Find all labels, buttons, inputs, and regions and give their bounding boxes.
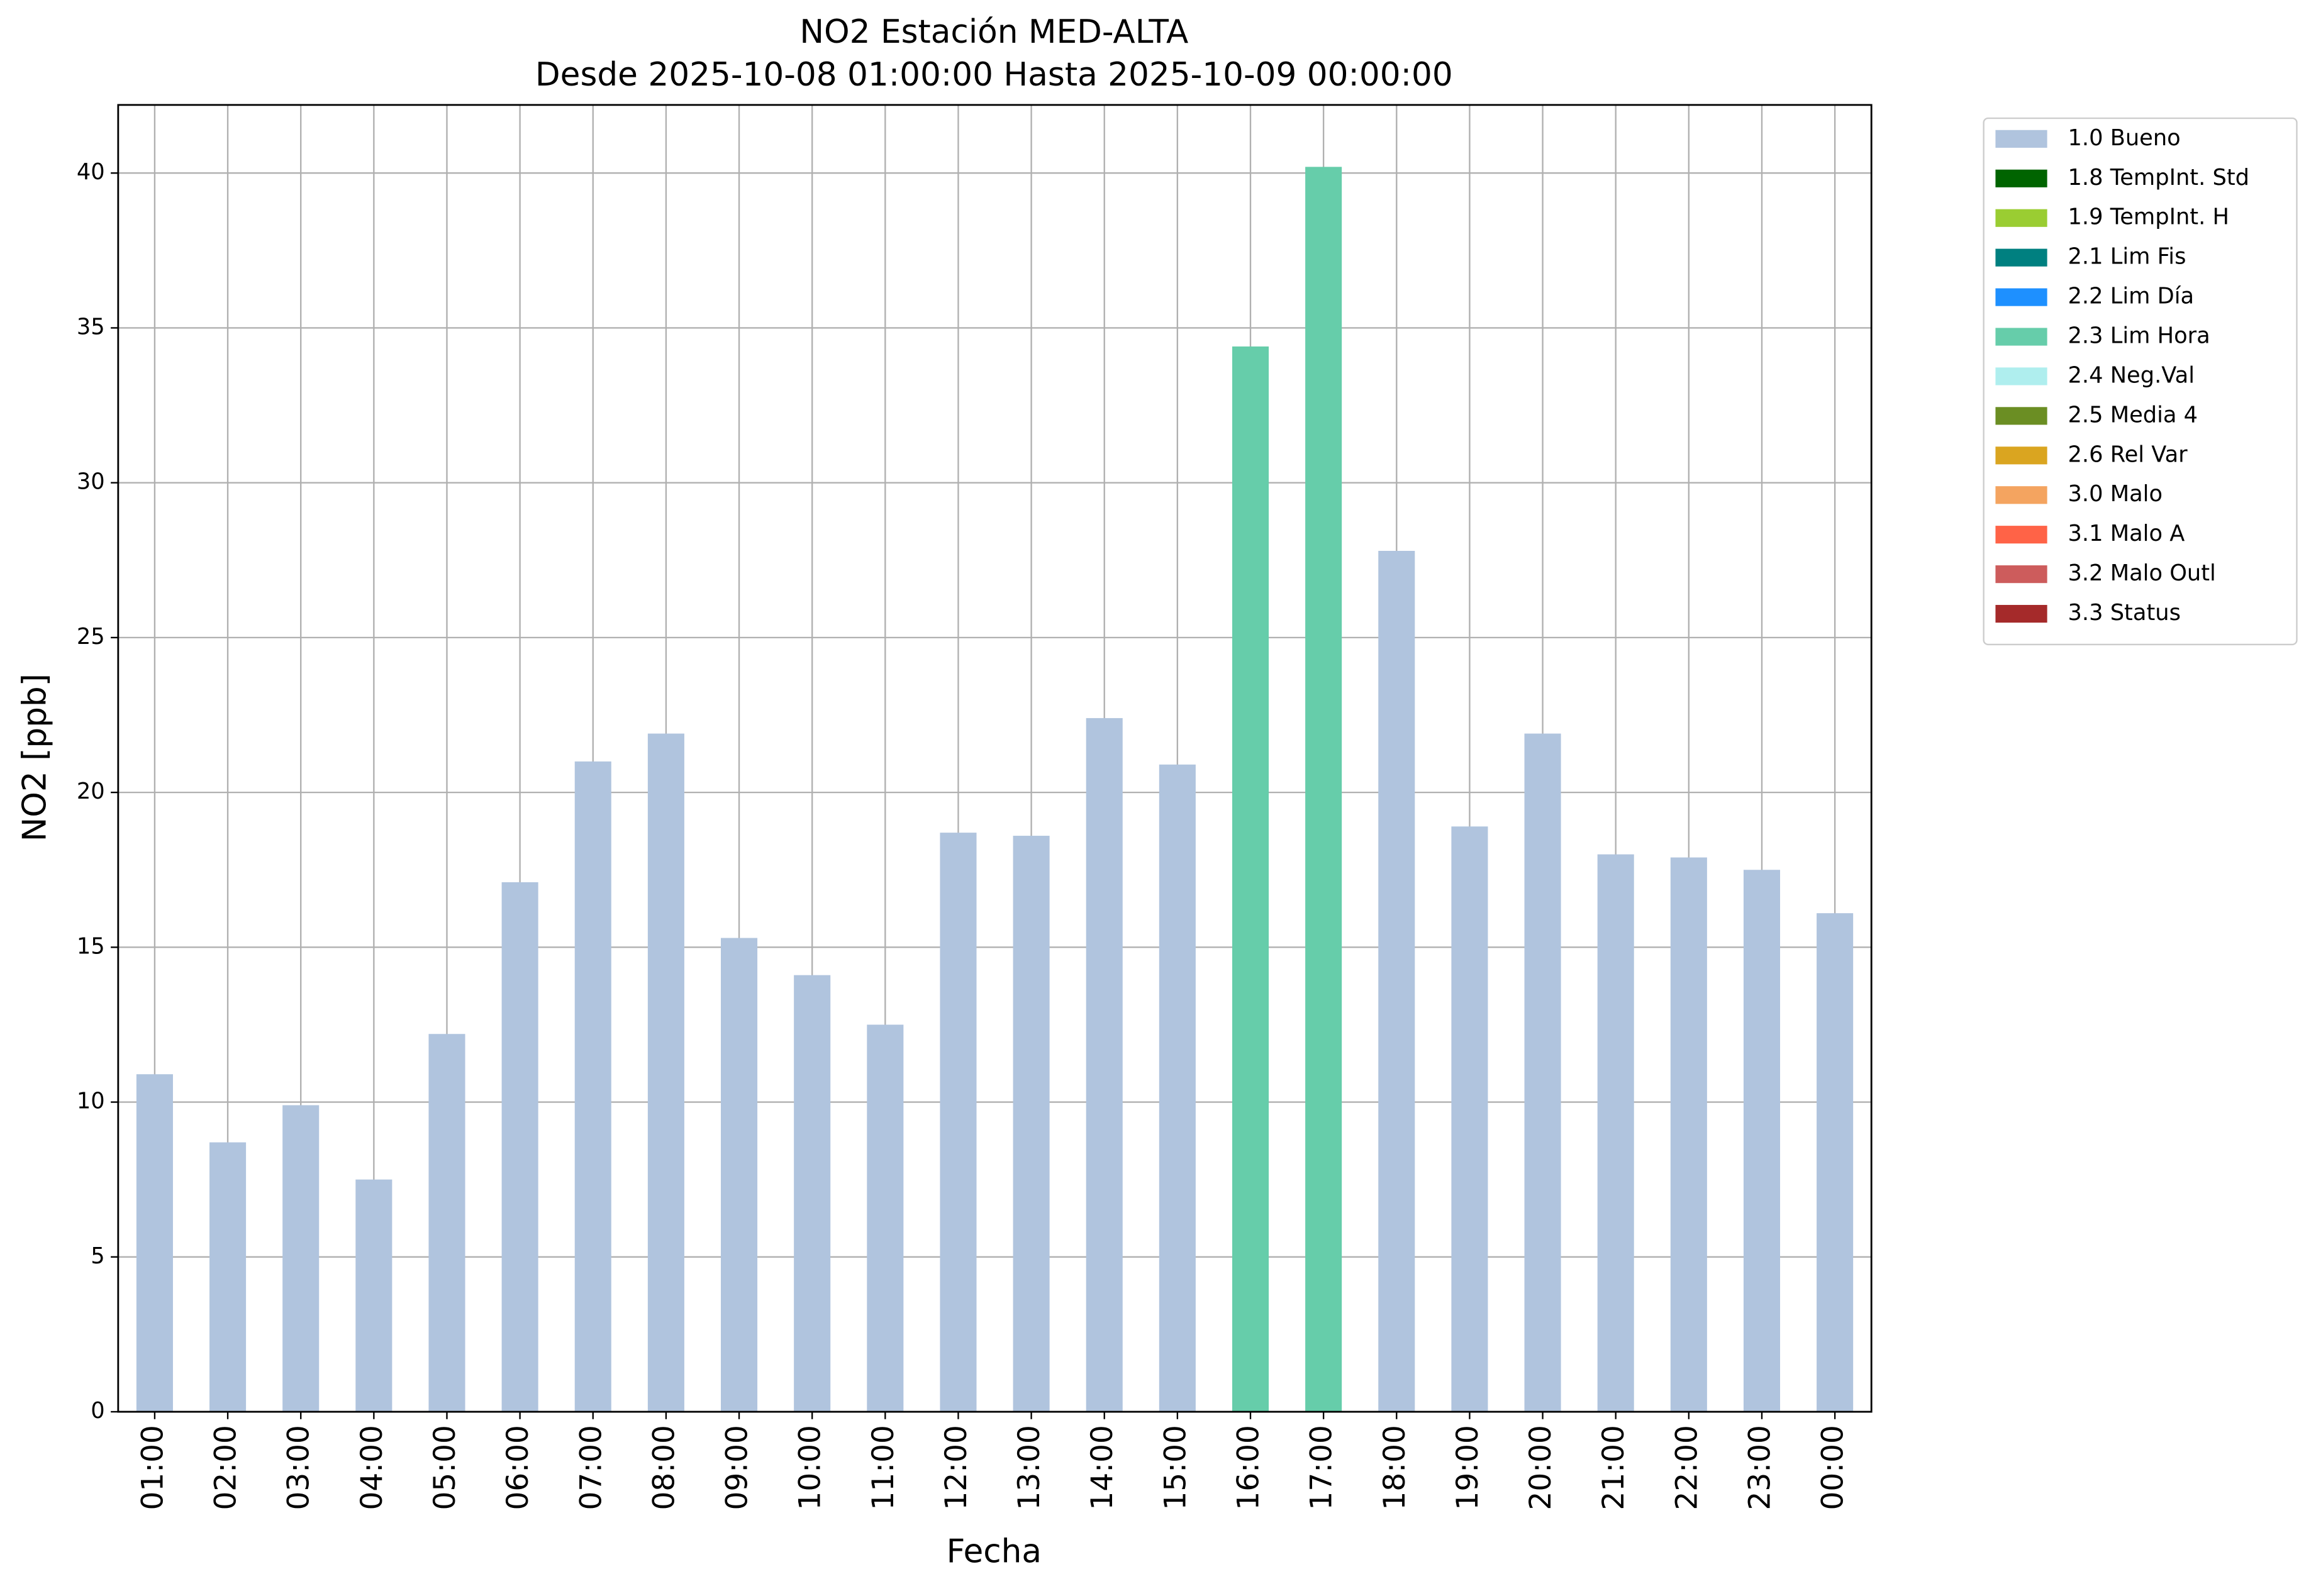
bar xyxy=(867,1024,904,1412)
y-tick-label: 10 xyxy=(77,1089,105,1114)
legend-swatch xyxy=(1995,486,2047,504)
legend-swatch xyxy=(1995,526,2047,544)
bar xyxy=(1232,346,1269,1412)
x-tick-label: 00:00 xyxy=(1816,1425,1851,1510)
x-tick-label: 19:00 xyxy=(1450,1425,1485,1510)
bar xyxy=(1597,854,1634,1412)
bar xyxy=(1378,551,1415,1412)
x-tick-label: 09:00 xyxy=(720,1425,755,1510)
x-tick-label: 08:00 xyxy=(647,1425,681,1510)
legend-label: 1.9 TempInt. H xyxy=(2068,204,2229,230)
y-tick-label: 25 xyxy=(77,624,105,650)
x-tick-label: 11:00 xyxy=(866,1425,901,1510)
legend-label: 1.0 Bueno xyxy=(2068,125,2181,151)
x-tick-label: 18:00 xyxy=(1378,1425,1412,1510)
legend-swatch xyxy=(1995,446,2047,465)
legend-swatch xyxy=(1995,407,2047,425)
y-tick-label: 30 xyxy=(77,469,105,495)
bar xyxy=(1670,857,1707,1412)
legend-box xyxy=(1983,117,2298,646)
y-tick-label: 5 xyxy=(91,1243,104,1269)
legend-label: 2.3 Lim Hora xyxy=(2068,323,2210,349)
bar xyxy=(209,1142,247,1412)
x-tick-label: 03:00 xyxy=(282,1425,316,1510)
y-tick-label: 35 xyxy=(77,314,105,340)
bar xyxy=(1086,718,1123,1412)
bar xyxy=(1013,836,1050,1412)
bar xyxy=(721,938,758,1412)
bar xyxy=(1743,870,1781,1412)
x-tick-label: 20:00 xyxy=(1523,1425,1558,1510)
legend-swatch xyxy=(1995,565,2047,584)
plot-frame xyxy=(117,104,1873,1413)
x-tick-label: 04:00 xyxy=(355,1425,389,1510)
legend-swatch xyxy=(1995,130,2047,148)
x-axis-label: Fecha xyxy=(947,1532,1042,1570)
y-tick-label: 15 xyxy=(77,933,105,959)
legend-label: 2.2 Lim Día xyxy=(2068,284,2195,309)
y-axis-label: NO2 [ppb] xyxy=(16,673,54,841)
legend-swatch xyxy=(1995,604,2047,623)
y-tick-label: 40 xyxy=(77,159,105,185)
x-tick-label: 13:00 xyxy=(1012,1425,1047,1510)
x-tick-label: 07:00 xyxy=(574,1425,608,1510)
legend-swatch xyxy=(1995,288,2047,306)
bar xyxy=(794,975,831,1412)
x-tick-label: 22:00 xyxy=(1669,1425,1704,1510)
legend-label: 2.5 Media 4 xyxy=(2068,402,2198,428)
legend-swatch xyxy=(1995,169,2047,187)
x-tick-label: 15:00 xyxy=(1158,1425,1193,1510)
legend-label: 1.8 TempInt. Std xyxy=(2068,165,2249,191)
x-tick-label: 16:00 xyxy=(1232,1425,1266,1510)
chart-title: NO2 Estación MED-ALTA xyxy=(799,13,1188,51)
x-tick-label: 12:00 xyxy=(939,1425,974,1510)
x-tick-label: 23:00 xyxy=(1742,1425,1777,1510)
bar xyxy=(428,1034,465,1412)
x-tick-label: 10:00 xyxy=(793,1425,828,1510)
legend-label: 3.0 Malo xyxy=(2068,481,2163,507)
bar xyxy=(1451,826,1488,1412)
x-tick-label: 01:00 xyxy=(135,1425,170,1510)
legend-swatch xyxy=(1995,209,2047,227)
bar xyxy=(501,882,538,1412)
x-tick-label: 21:00 xyxy=(1596,1425,1631,1510)
bar xyxy=(1817,913,1854,1412)
legend-swatch xyxy=(1995,248,2047,267)
legend-label: 3.3 Status xyxy=(2068,600,2181,626)
x-tick-label: 02:00 xyxy=(209,1425,243,1510)
bar xyxy=(1524,733,1561,1412)
x-tick-label: 05:00 xyxy=(428,1425,462,1510)
bar xyxy=(574,761,611,1412)
bar xyxy=(282,1105,320,1412)
x-tick-label: 14:00 xyxy=(1085,1425,1120,1510)
bar xyxy=(1159,764,1196,1412)
x-tick-label: 17:00 xyxy=(1305,1425,1339,1510)
legend-label: 2.4 Neg.Val xyxy=(2068,362,2195,388)
legend-label: 2.1 Lim Fis xyxy=(2068,244,2186,270)
y-tick-label: 0 xyxy=(91,1398,104,1424)
legend-label: 2.6 Rel Var xyxy=(2068,441,2188,467)
y-tick-label: 20 xyxy=(77,779,105,804)
bar xyxy=(136,1074,173,1412)
legend-swatch xyxy=(1995,367,2047,385)
chart-subtitle: Desde 2025-10-08 01:00:00 Hasta 2025-10-… xyxy=(535,56,1453,94)
x-tick-label: 06:00 xyxy=(501,1425,535,1510)
legend-swatch xyxy=(1995,328,2047,346)
legend-label: 3.2 Malo Outl xyxy=(2068,560,2216,586)
bar xyxy=(355,1179,392,1412)
legend-label: 3.1 Malo A xyxy=(2068,521,2185,546)
bar xyxy=(940,833,977,1412)
bar xyxy=(647,733,684,1412)
bar xyxy=(1305,167,1342,1412)
